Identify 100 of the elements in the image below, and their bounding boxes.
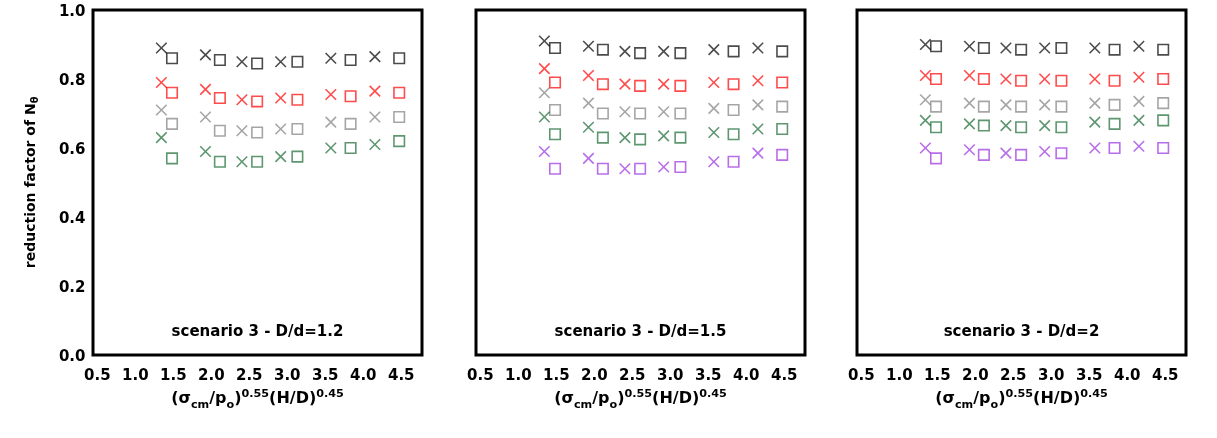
x-tick-label: 0.5 xyxy=(84,365,111,384)
point xyxy=(999,119,1012,132)
point xyxy=(707,76,720,89)
point xyxy=(776,100,789,113)
point xyxy=(919,69,932,82)
point xyxy=(548,162,562,175)
point xyxy=(929,72,943,86)
point xyxy=(251,57,264,70)
point xyxy=(291,122,304,136)
point xyxy=(538,110,551,123)
point xyxy=(596,78,609,91)
point xyxy=(199,145,212,158)
point xyxy=(1132,95,1145,108)
point xyxy=(657,78,670,91)
x-tick-label: 4.0 xyxy=(1113,365,1141,384)
point xyxy=(213,124,226,137)
point xyxy=(707,126,720,139)
x-tick-label: 0.5 xyxy=(848,365,875,384)
point xyxy=(674,79,687,92)
point xyxy=(1055,74,1068,87)
point xyxy=(324,52,337,65)
point xyxy=(582,97,595,110)
point xyxy=(1132,71,1145,84)
point xyxy=(1055,121,1068,134)
point xyxy=(324,116,337,129)
point xyxy=(393,135,406,148)
point xyxy=(596,162,609,175)
point xyxy=(634,107,647,120)
point xyxy=(235,124,248,137)
point xyxy=(1015,121,1028,134)
point xyxy=(596,107,609,120)
point xyxy=(634,133,647,146)
point xyxy=(1055,100,1068,113)
point xyxy=(1038,98,1051,111)
point xyxy=(1038,41,1051,54)
point xyxy=(657,129,670,142)
point xyxy=(727,128,740,141)
point xyxy=(977,41,990,54)
point xyxy=(1088,72,1101,86)
point xyxy=(977,148,990,161)
point xyxy=(165,52,179,65)
point xyxy=(618,105,631,118)
point xyxy=(155,41,168,54)
point xyxy=(538,62,551,75)
y-tick-label: 0.6 xyxy=(58,139,86,158)
point xyxy=(368,138,381,151)
point xyxy=(963,97,976,110)
point xyxy=(368,50,381,63)
point xyxy=(1055,41,1068,54)
x-axis-title: (σ$_{cm}$/p$_{o}$)$^{0.55}$(H/D)$^{0.45}$ xyxy=(553,387,728,411)
point xyxy=(657,45,670,58)
point xyxy=(548,41,562,54)
x-tick-label: 2.5 xyxy=(235,365,263,384)
point xyxy=(727,45,740,58)
x-axis-title: (σ$_{cm}$/p$_{o}$)$^{0.55}$(H/D)$^{0.45}$ xyxy=(170,387,345,411)
x-tick-label: 3.0 xyxy=(273,365,301,384)
point xyxy=(155,76,168,89)
point xyxy=(1157,43,1170,56)
point xyxy=(1132,40,1145,53)
point xyxy=(155,104,168,117)
point xyxy=(999,72,1012,86)
point xyxy=(963,69,976,82)
x-tick-label: 2.5 xyxy=(999,365,1027,384)
point xyxy=(1088,41,1101,54)
x-tick-label: 3.5 xyxy=(1075,365,1103,384)
point xyxy=(165,86,179,99)
point xyxy=(634,79,647,92)
point xyxy=(548,128,562,141)
point xyxy=(751,122,764,136)
x-tick-label: 1.5 xyxy=(923,365,951,384)
point xyxy=(929,40,943,53)
y-tick-label: 0.4 xyxy=(58,208,86,227)
point xyxy=(1015,100,1028,113)
point xyxy=(1038,72,1051,86)
point xyxy=(634,47,647,60)
x-tick-label: 2.0 xyxy=(961,365,989,384)
annotation: scenario 3 - D/d=1.2 xyxy=(171,322,344,340)
x-tick-label: 4.5 xyxy=(770,365,798,384)
point xyxy=(274,55,287,68)
point xyxy=(291,93,304,106)
annotation: scenario 3 - D/d=2 xyxy=(943,322,1100,340)
point xyxy=(368,110,381,123)
point xyxy=(634,162,647,175)
point xyxy=(213,155,226,168)
point xyxy=(548,76,562,89)
point xyxy=(707,43,720,56)
point xyxy=(1038,145,1051,158)
x-tick-label: 3.5 xyxy=(311,365,339,384)
x-tick-label: 4.0 xyxy=(732,365,760,384)
point xyxy=(751,98,764,111)
point xyxy=(1108,141,1121,155)
point xyxy=(618,162,631,175)
point xyxy=(344,117,357,130)
point xyxy=(657,160,670,174)
point xyxy=(727,78,740,91)
point xyxy=(548,104,562,117)
point xyxy=(977,119,990,132)
x-tick-label: 2.0 xyxy=(580,365,608,384)
point xyxy=(393,110,406,123)
point xyxy=(368,85,381,98)
